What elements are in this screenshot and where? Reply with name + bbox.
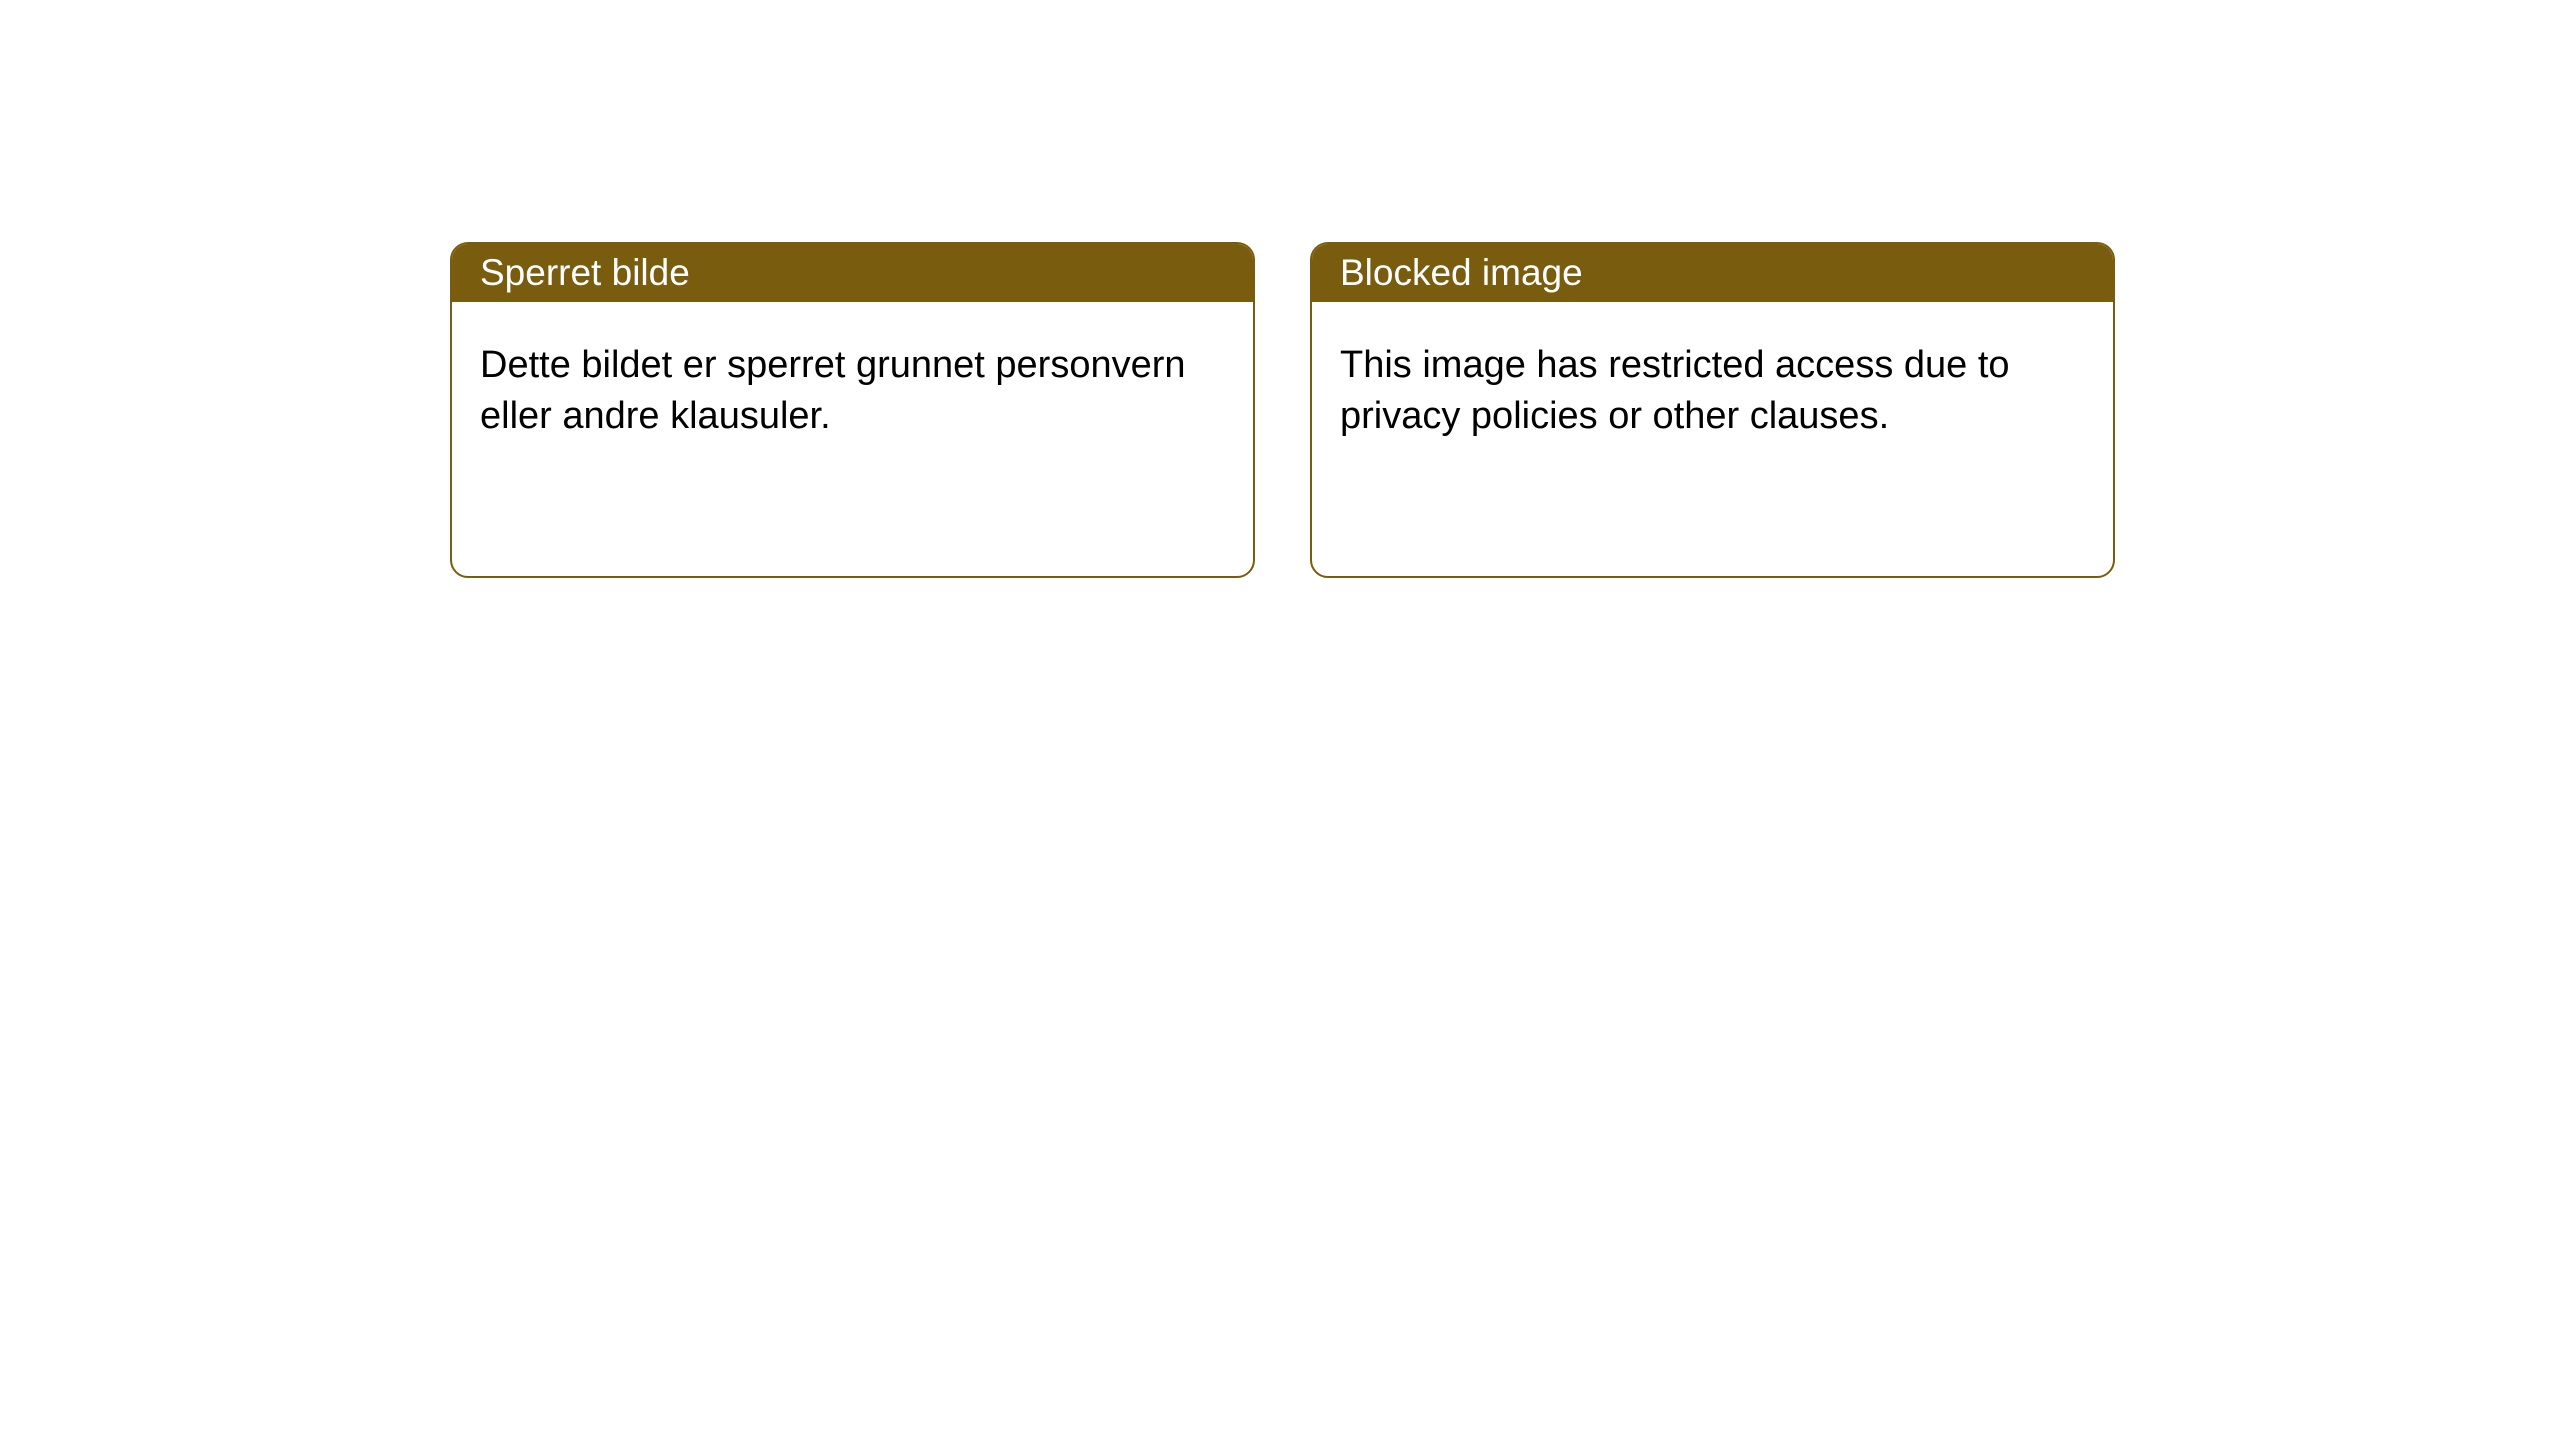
card-body-text: This image has restricted access due to …: [1340, 344, 2010, 437]
card-title: Blocked image: [1340, 252, 1583, 294]
card-body: This image has restricted access due to …: [1312, 302, 2113, 481]
card-title: Sperret bilde: [480, 252, 690, 294]
card-header: Blocked image: [1312, 244, 2113, 302]
notice-card-norwegian: Sperret bilde Dette bildet er sperret gr…: [450, 242, 1255, 578]
notice-container: Sperret bilde Dette bildet er sperret gr…: [0, 0, 2560, 578]
card-body-text: Dette bildet er sperret grunnet personve…: [480, 344, 1186, 437]
card-header: Sperret bilde: [452, 244, 1253, 302]
card-body: Dette bildet er sperret grunnet personve…: [452, 302, 1253, 481]
notice-card-english: Blocked image This image has restricted …: [1310, 242, 2115, 578]
